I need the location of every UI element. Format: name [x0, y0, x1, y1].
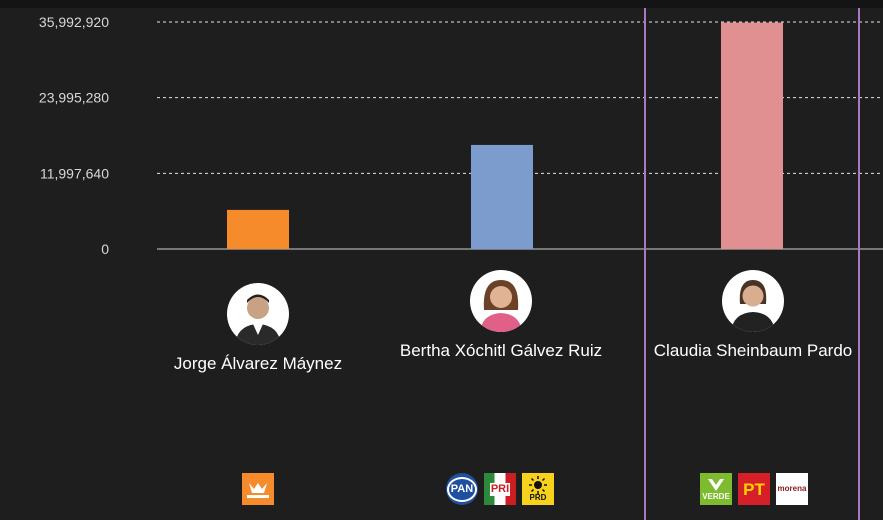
pri-logo-icon: PRI	[484, 473, 516, 505]
candidate-claudia[interactable]: Claudia Sheinbaum Pardo	[643, 270, 863, 364]
verde-logo-icon: VERDE	[700, 473, 732, 505]
candidate-photo-icon	[722, 270, 784, 332]
movimiento-ciudadano-logo-icon	[242, 473, 274, 505]
pan-logo-text: PAN	[446, 476, 478, 502]
pt-logo-text: PT	[743, 479, 765, 499]
pan-logo-icon: PAN	[446, 473, 478, 505]
prd-logo-text: PRD	[529, 493, 547, 502]
candidate-photo-icon	[227, 283, 289, 345]
top-strip	[0, 0, 883, 8]
y-tick-label: 35,992,920	[39, 14, 109, 30]
y-axis-ticks: 0 11,997,640 23,995,280 35,992,920	[39, 14, 109, 257]
bar-2[interactable]	[471, 144, 533, 249]
y-tick-label: 11,997,640	[40, 165, 109, 181]
highlight-column	[644, 8, 860, 520]
pri-logo-text: PRI	[489, 482, 511, 496]
candidate-xochitl[interactable]: Bertha Xóchitl Gálvez Ruiz	[391, 270, 611, 364]
bar-3[interactable]	[721, 22, 783, 249]
morena-logo-text: morena	[777, 484, 807, 493]
y-tick-label: 0	[101, 241, 109, 257]
verde-logo-text: VERDE	[702, 492, 730, 501]
bar-1[interactable]	[227, 209, 289, 249]
party-logos-jorge	[228, 473, 288, 505]
prd-logo-icon: PRD	[522, 473, 554, 505]
candidate-jorge[interactable]: Jorge Álvarez Máynez	[148, 283, 368, 377]
pt-logo-icon: PT	[738, 473, 770, 505]
party-logos-xochitl: PAN PRI PRD	[430, 473, 570, 505]
bars	[227, 22, 783, 249]
candidate-name: Bertha Xóchitl Gálvez Ruiz	[399, 341, 603, 360]
candidate-photo-icon	[470, 270, 532, 332]
morena-logo-icon: morena	[776, 473, 808, 505]
candidate-name: Claudia Sheinbaum Pardo	[653, 341, 853, 360]
y-tick-label: 23,995,280	[39, 90, 109, 106]
candidate-name: Jorge Álvarez Máynez	[173, 354, 343, 373]
party-logos-claudia: VERDE PT morena	[684, 473, 824, 505]
